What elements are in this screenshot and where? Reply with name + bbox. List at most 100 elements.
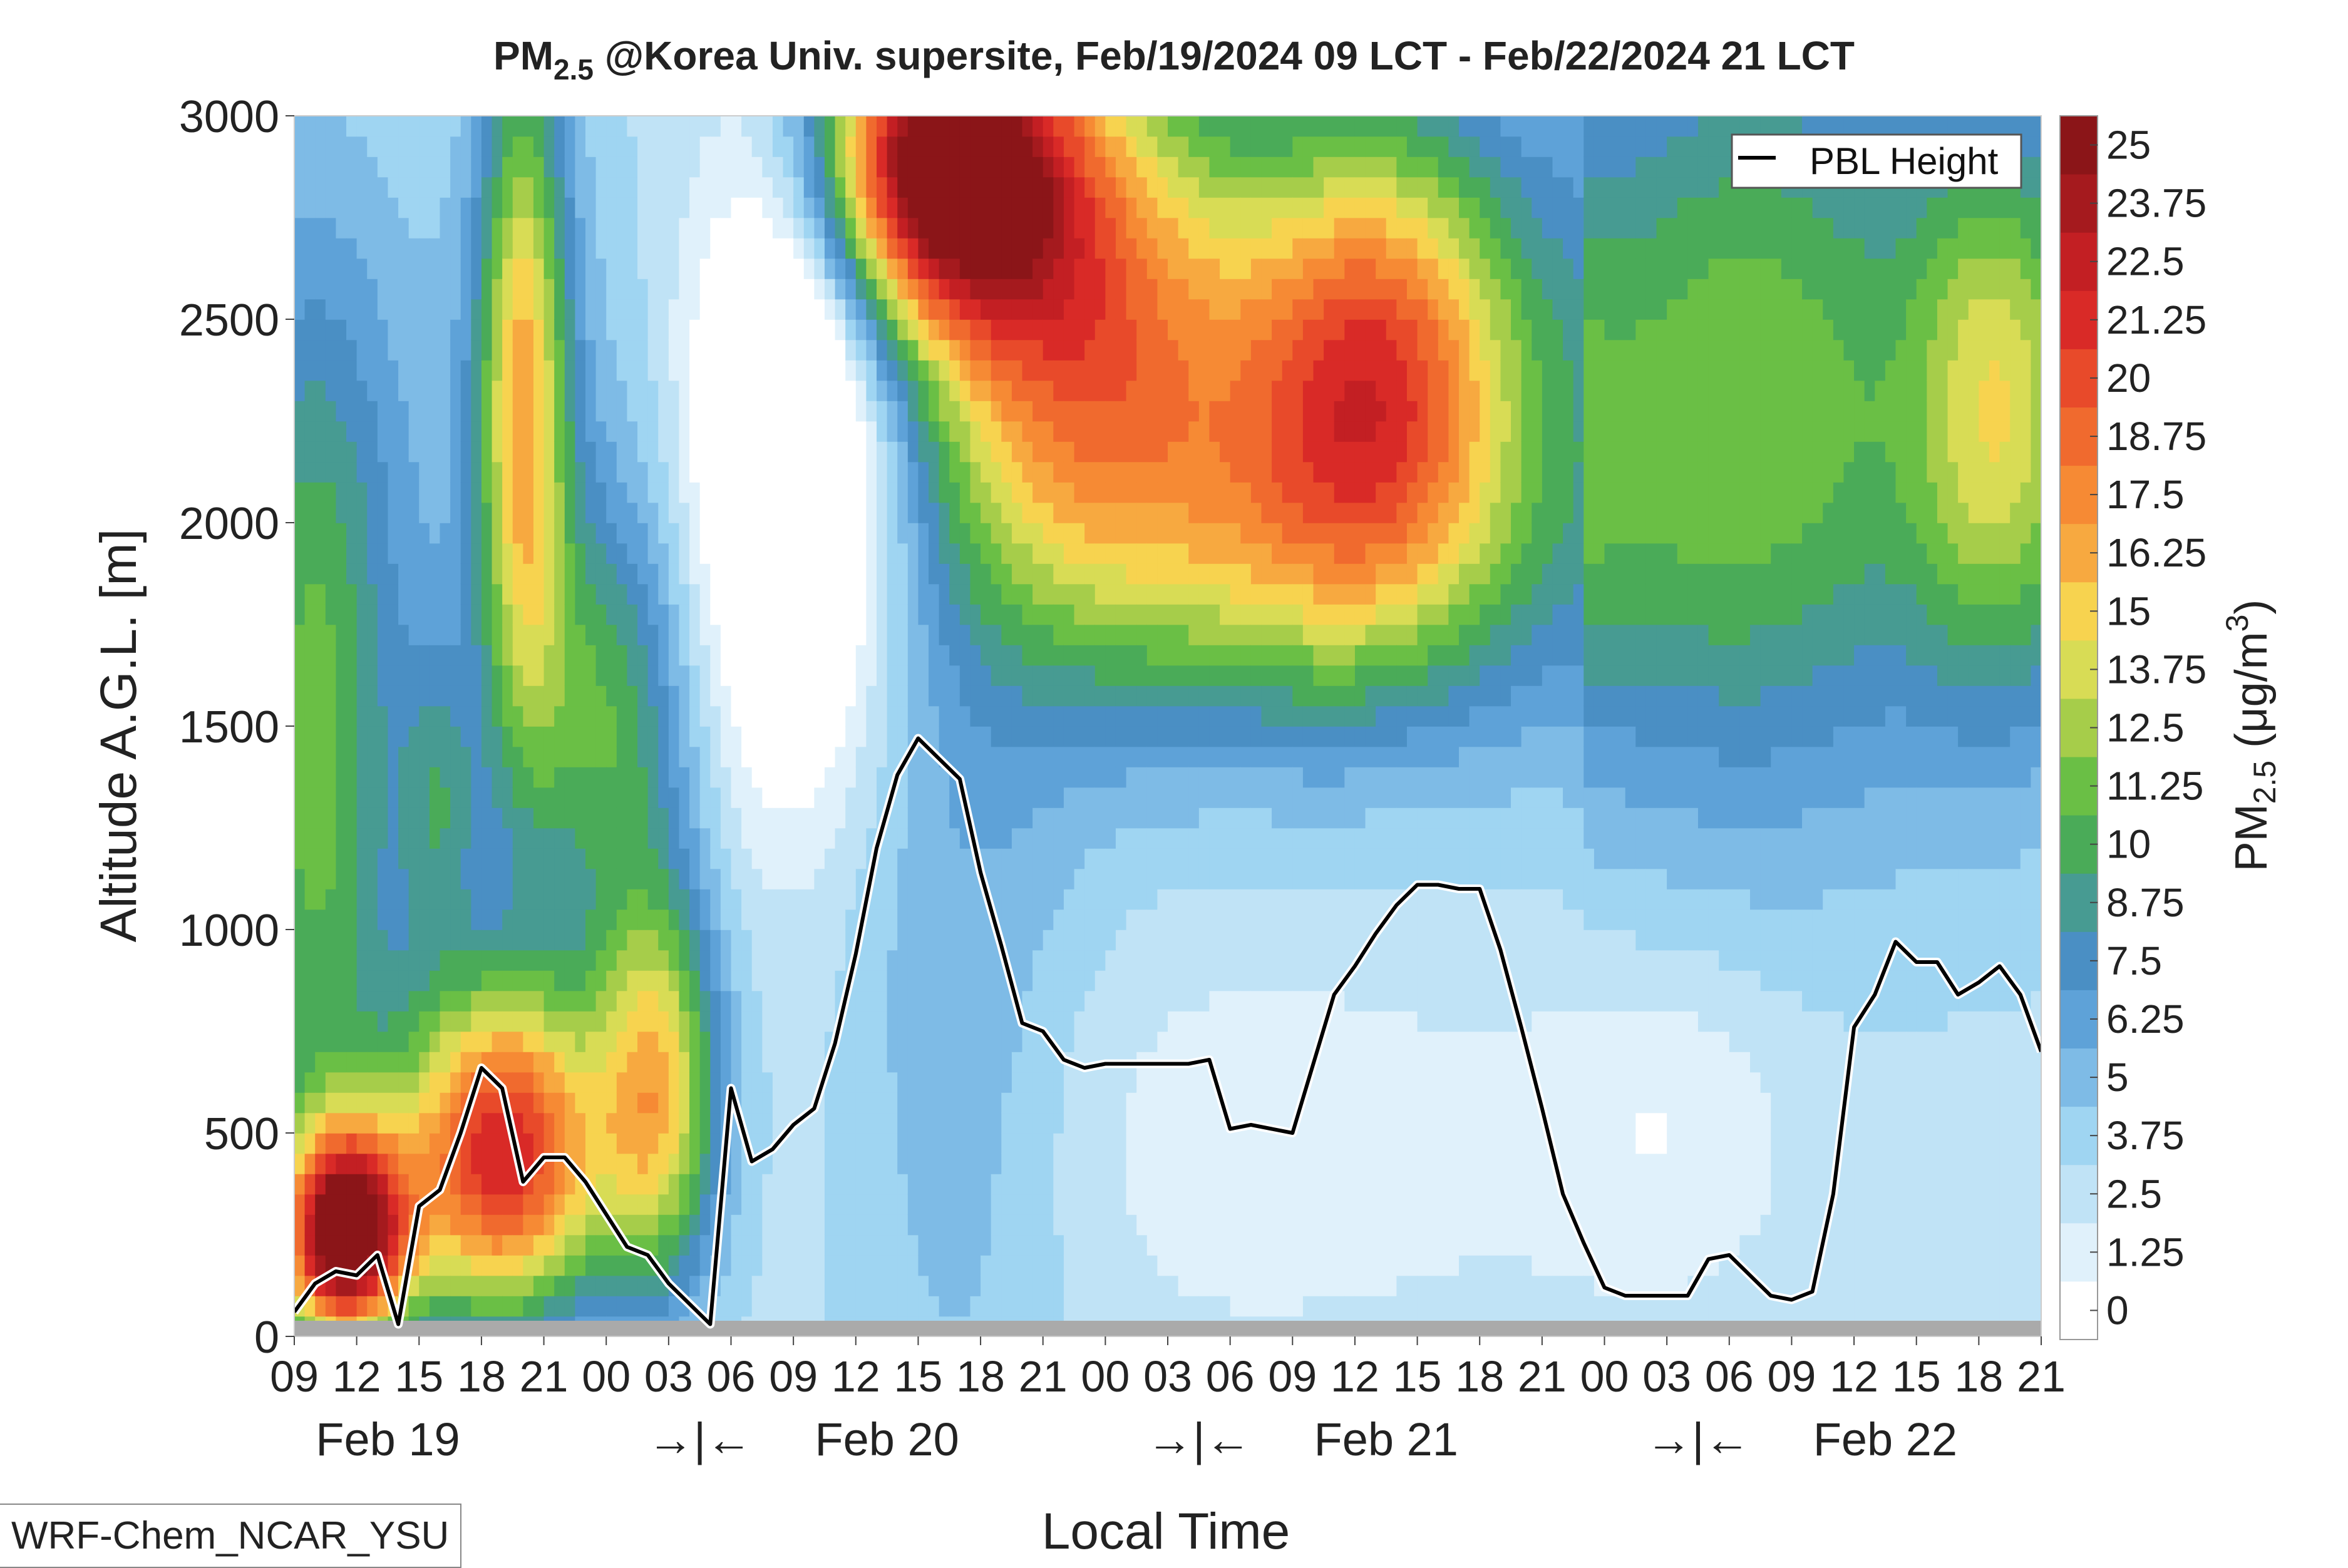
field-cell xyxy=(419,726,430,747)
field-cell xyxy=(1022,828,1033,849)
field-cell xyxy=(1022,1092,1033,1114)
field-cell xyxy=(585,1112,597,1134)
field-cell xyxy=(1043,1255,1054,1276)
field-cell xyxy=(1001,1214,1012,1236)
field-cell xyxy=(336,543,347,564)
field-cell xyxy=(793,1133,805,1154)
field-cell xyxy=(689,990,701,1012)
field-cell xyxy=(981,1255,992,1276)
field-cell xyxy=(471,1234,482,1256)
field-cell xyxy=(460,645,472,666)
field-cell xyxy=(929,543,940,564)
field-cell xyxy=(793,645,805,666)
field-cell xyxy=(835,401,846,422)
field-cell xyxy=(647,746,659,767)
field-cell xyxy=(543,1255,555,1276)
field-cell xyxy=(606,604,617,625)
field-cell xyxy=(492,990,503,1012)
field-cell xyxy=(564,807,576,829)
field-cell xyxy=(1011,116,1023,137)
field-cell xyxy=(554,1031,565,1052)
field-cell xyxy=(855,746,867,767)
field-cell xyxy=(1074,339,1085,361)
field-cell xyxy=(304,523,316,544)
field-cell xyxy=(388,360,399,381)
field-cell xyxy=(377,1133,389,1154)
field-cell xyxy=(315,523,326,544)
field-cell xyxy=(897,950,909,971)
field-cell xyxy=(554,238,565,259)
field-cell xyxy=(866,990,877,1012)
field-cell xyxy=(679,1255,690,1276)
field-cell xyxy=(512,299,524,320)
field-cell xyxy=(637,1092,649,1114)
field-cell xyxy=(897,563,909,585)
field-cell xyxy=(336,1112,347,1134)
field-cell xyxy=(1043,787,1054,808)
field-cell xyxy=(356,970,368,992)
field-cell xyxy=(377,970,389,992)
field-cell xyxy=(1105,461,1116,483)
field-cell xyxy=(315,726,326,747)
field-cell xyxy=(1084,970,1096,992)
field-cell xyxy=(824,177,836,198)
field-cell xyxy=(1022,665,1033,686)
field-cell xyxy=(1053,807,1064,829)
field-cell xyxy=(1115,401,1127,422)
field-cell xyxy=(585,136,597,157)
field-cell xyxy=(606,1255,617,1276)
field-cell xyxy=(325,258,337,279)
field-cell xyxy=(388,299,399,320)
field-cell xyxy=(679,319,690,341)
field-cell xyxy=(1136,1234,1148,1256)
field-cell xyxy=(679,950,690,971)
field-cell xyxy=(616,299,628,320)
field-cell xyxy=(949,279,960,300)
field-cell xyxy=(450,360,461,381)
field-cell xyxy=(668,930,680,951)
field-cell xyxy=(471,1255,482,1276)
field-cell xyxy=(554,1214,565,1236)
field-cell xyxy=(564,1234,576,1256)
field-cell xyxy=(294,624,306,645)
field-cell xyxy=(1011,705,1023,727)
field-cell xyxy=(1146,645,1158,666)
field-cell xyxy=(658,787,669,808)
field-cell xyxy=(793,1052,805,1073)
field-cell xyxy=(1084,624,1096,645)
field-cell xyxy=(866,217,877,238)
field-cell xyxy=(356,339,368,361)
field-cell xyxy=(647,1153,659,1174)
field-cell xyxy=(970,970,981,992)
field-cell xyxy=(554,319,565,341)
field-cell xyxy=(575,523,586,544)
field-cell xyxy=(814,156,825,178)
field-cell xyxy=(1115,461,1127,483)
field-cell xyxy=(772,319,784,341)
field-cell xyxy=(929,950,940,971)
field-cell xyxy=(1063,279,1075,300)
field-cell xyxy=(492,279,503,300)
field-cell xyxy=(855,482,867,503)
field-cell xyxy=(450,1275,461,1296)
field-cell xyxy=(949,746,960,767)
field-cell xyxy=(585,1214,597,1236)
title-subscript: 2.5 xyxy=(554,53,594,86)
field-cell xyxy=(699,604,711,625)
field-cell xyxy=(783,1194,794,1215)
field-cell xyxy=(981,1174,992,1195)
field-cell xyxy=(668,116,680,137)
field-cell xyxy=(1011,360,1023,381)
field-cell xyxy=(689,807,701,829)
field-cell xyxy=(325,950,337,971)
field-cell xyxy=(1043,177,1054,198)
field-cell xyxy=(429,156,441,178)
field-cell xyxy=(772,1296,784,1317)
field-cell xyxy=(471,828,482,849)
field-cell xyxy=(336,1234,347,1256)
field-cell xyxy=(877,380,888,401)
field-cell xyxy=(1053,217,1064,238)
field-cell xyxy=(835,1275,846,1296)
field-cell xyxy=(668,604,680,625)
field-cell xyxy=(471,685,482,707)
